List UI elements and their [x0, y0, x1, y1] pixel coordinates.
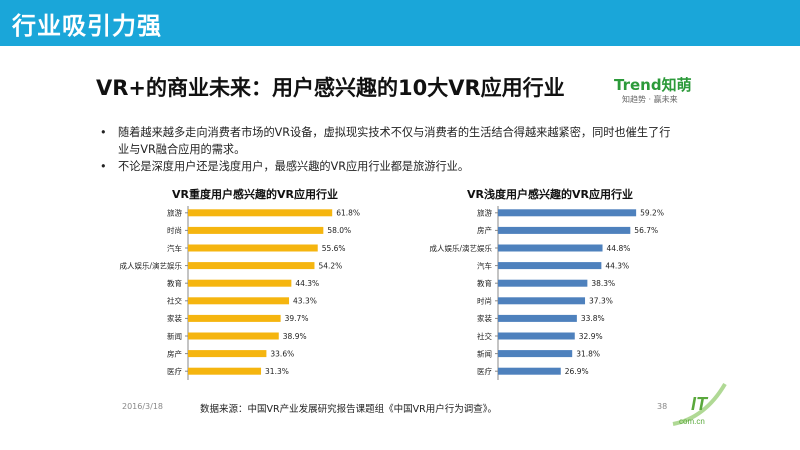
value-label: 38.3%: [591, 279, 615, 288]
bullet-text: 随着越来越多走向消费者市场的VR设备，虚拟现实技术不仅与消费者的生活结合得越来越…: [118, 126, 671, 156]
value-label: 43.3%: [293, 297, 317, 306]
value-label: 38.9%: [283, 332, 307, 341]
category-label: 成人娱乐/演艺娱乐: [119, 260, 182, 270]
footer-date: 2016/3/18: [122, 402, 164, 411]
category-label: 房产: [167, 348, 182, 358]
bar: [498, 244, 603, 252]
category-label: 汽车: [167, 243, 182, 253]
value-label: 55.6%: [322, 244, 346, 253]
bar: [188, 209, 333, 217]
right-chart-title: VR浅度用户感兴趣的VR应用行业: [467, 188, 633, 201]
value-label: 58.0%: [327, 226, 351, 235]
category-label: 时尚: [167, 225, 182, 235]
bar: [188, 297, 290, 305]
category-label: 新闻: [167, 331, 182, 341]
bar: [498, 367, 561, 375]
category-label: 旅游: [477, 208, 492, 218]
bar: [188, 314, 281, 322]
value-label: 44.8%: [607, 244, 631, 253]
bar: [188, 332, 279, 340]
bar: [498, 350, 573, 358]
category-label: 房产: [477, 225, 492, 235]
corner-watermark-logo: IT com.cn: [672, 382, 727, 426]
brand-logo: Trend知萌 知趋势 · 赢未来: [614, 74, 706, 108]
data-source: 数据来源：中国VR产业发展研究报告课题组《中国VR用户行为调查》。: [200, 404, 497, 415]
category-label: 新闻: [477, 348, 492, 358]
bullet-text: 不论是深度用户还是浅度用户，最感兴趣的VR应用行业都是旅游行业。: [118, 160, 470, 173]
left-chart-title: VR重度用户感兴趣的VR应用行业: [172, 188, 338, 201]
value-label: 26.9%: [565, 367, 589, 376]
page-number: 38: [657, 402, 668, 411]
category-label: 成人娱乐/演艺娱乐: [429, 243, 492, 253]
value-label: 32.9%: [579, 332, 603, 341]
bar: [188, 226, 324, 234]
page-title: VR+的商业未来：用户感兴趣的10大VR应用行业: [96, 76, 565, 100]
bar: [188, 244, 318, 252]
category-label: 社交: [477, 331, 492, 341]
value-label: 31.3%: [265, 367, 289, 376]
header-title: 行业吸引力强: [12, 12, 162, 40]
value-label: 37.3%: [589, 297, 613, 306]
bullet-list: • 随着越来越多走向消费者市场的VR设备，虚拟现实技术不仅与消费者的生活结合得越…: [100, 124, 680, 175]
bar: [188, 367, 262, 375]
value-label: 31.8%: [576, 349, 600, 358]
brand-logo-name: Trend知萌: [614, 76, 692, 94]
bar: [188, 350, 267, 358]
value-label: 56.7%: [634, 226, 658, 235]
bar: [498, 332, 575, 340]
heavy-user-bar-chart: 旅游 61.8% 时尚 58.0% 汽车 55.6% 成人娱乐/演艺娱乐 54.2% 教育 44.…: [119, 206, 360, 380]
value-label: 54.2%: [318, 261, 342, 270]
category-label: 汽车: [477, 260, 492, 270]
category-label: 家装: [167, 313, 182, 323]
category-label: 医疗: [477, 366, 492, 376]
category-label: 家装: [477, 313, 492, 323]
category-label: 旅游: [167, 208, 182, 218]
bar: [188, 262, 315, 270]
light-user-bar-chart: 旅游 59.2% 房产 56.7% 成人娱乐/演艺娱乐 44.8% 汽车 44.3% 教育 38.…: [429, 206, 664, 380]
swoosh-icon: [672, 382, 727, 426]
bar: [498, 279, 588, 287]
value-label: 44.3%: [605, 261, 629, 270]
value-label: 59.2%: [640, 209, 664, 218]
category-label: 医疗: [167, 366, 182, 376]
bar: [498, 226, 631, 234]
header-band: 行业吸引力强: [0, 0, 800, 46]
bar: [498, 314, 577, 322]
corner-logo-text: IT: [691, 394, 709, 414]
category-label: 教育: [167, 278, 182, 288]
category-label: 教育: [477, 278, 492, 288]
bullet-marker: •: [100, 160, 107, 173]
value-label: 39.7%: [285, 314, 309, 323]
value-label: 33.8%: [581, 314, 605, 323]
bar: [188, 279, 292, 287]
bullet-item: • 不论是深度用户还是浅度用户，最感兴趣的VR应用行业都是旅游行业。: [100, 158, 680, 175]
bar: [498, 297, 586, 305]
brand-logo-tagline: 知趋势 · 赢未来: [622, 95, 678, 104]
bullet-item: • 随着越来越多走向消费者市场的VR设备，虚拟现实技术不仅与消费者的生活结合得越…: [100, 124, 680, 158]
value-label: 61.8%: [336, 209, 360, 218]
corner-logo-sub: com.cn: [679, 417, 705, 426]
value-label: 33.6%: [270, 349, 294, 358]
value-label: 44.3%: [295, 279, 319, 288]
bar: [498, 262, 602, 270]
category-label: 社交: [167, 296, 182, 306]
category-label: 时尚: [477, 296, 492, 306]
bullet-marker: •: [100, 126, 107, 139]
bar: [498, 209, 637, 217]
